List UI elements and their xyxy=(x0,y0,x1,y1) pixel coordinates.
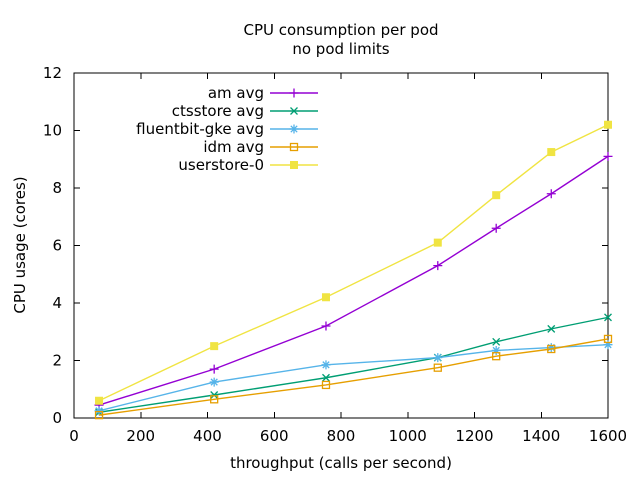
plot-border xyxy=(73,72,609,419)
open-square-marker-icon-legend xyxy=(289,142,299,152)
asterisk-marker-icon-legend xyxy=(289,124,299,134)
y-tick-label: 8 xyxy=(52,179,62,197)
asterisk-marker-icon-fluentbit-gke-avg xyxy=(94,406,104,416)
x-axis-label: throughput (calls per second) xyxy=(230,454,452,472)
series-am-avg xyxy=(94,151,613,410)
open-square-marker-icon-idm-avg xyxy=(603,334,613,344)
asterisk-marker-icon-fluentbit-gke-avg xyxy=(433,353,443,363)
series-userstore-0 xyxy=(95,120,612,405)
asterisk-marker-icon-fluentbit-gke-avg xyxy=(209,377,219,387)
asterisk-marker-icon-fluentbit-gke-avg xyxy=(603,340,613,350)
legend-row-4: idm avg xyxy=(203,138,318,156)
legend-label: ctsstore avg xyxy=(172,102,264,120)
x-marker-icon-legend xyxy=(290,107,298,115)
x-tick-label: 600 xyxy=(260,427,289,445)
legend-label: fluentbit-gke avg xyxy=(136,120,264,138)
x-tick-label: 800 xyxy=(327,427,356,445)
x-tick-label: 400 xyxy=(193,427,222,445)
asterisk-marker-icon-fluentbit-gke-avg xyxy=(546,343,556,353)
legend-row-2: ctsstore avg xyxy=(172,102,318,120)
x-marker-icon-ctsstore-avg xyxy=(547,324,556,333)
x-tick-label: 0 xyxy=(69,427,79,445)
chart-title: CPU consumption per pod xyxy=(243,21,438,39)
series-line-idm-avg xyxy=(98,338,609,416)
filled-square-marker-icon-legend xyxy=(290,161,298,169)
x-marker-icon-ctsstore-avg xyxy=(322,373,330,382)
series-idm-avg xyxy=(94,334,613,420)
asterisk-marker-icon-fluentbit-gke-avg xyxy=(491,345,501,355)
legend-row-5: userstore-0 xyxy=(178,156,318,174)
x-tick-label: 1200 xyxy=(455,427,493,445)
y-axis-label: CPU usage (cores) xyxy=(11,176,29,313)
legend-label: idm avg xyxy=(203,138,264,156)
y-tick-label: 2 xyxy=(52,352,62,370)
plus-marker-icon-am-avg xyxy=(321,321,331,331)
y-tick-label: 4 xyxy=(52,294,62,312)
asterisk-marker-icon-fluentbit-gke-avg xyxy=(321,360,331,370)
x-tick-label: 1000 xyxy=(389,427,427,445)
plus-marker-icon-am-avg xyxy=(603,151,613,161)
filled-square-marker-icon-userstore-0 xyxy=(433,238,442,247)
filled-square-marker-icon-userstore-0 xyxy=(547,148,556,157)
plus-marker-icon-am-avg xyxy=(491,223,501,233)
series-fluentbit-gke-avg xyxy=(94,340,613,416)
y-tick-label: 0 xyxy=(52,409,62,427)
legend-label: am avg xyxy=(208,84,264,102)
filled-square-marker-icon-userstore-0 xyxy=(492,191,501,200)
x-marker-icon-ctsstore-avg xyxy=(604,313,612,322)
legend-label: userstore-0 xyxy=(178,156,264,174)
y-tick-label: 10 xyxy=(43,122,62,140)
plus-marker-icon-am-avg xyxy=(433,261,443,271)
filled-square-marker-icon-userstore-0 xyxy=(604,120,612,129)
legend-row-1: am avg xyxy=(208,84,318,102)
filled-square-marker-icon-userstore-0 xyxy=(321,293,330,302)
open-square-marker-icon-idm-avg xyxy=(547,344,556,354)
chart-subtitle: no pod limits xyxy=(292,40,389,58)
x-marker-icon-ctsstore-avg xyxy=(210,391,219,399)
x-tick-label: 200 xyxy=(126,427,155,445)
x-marker-icon-ctsstore-avg xyxy=(492,337,501,346)
open-square-marker-icon-idm-avg xyxy=(433,363,442,372)
open-square-marker-icon-idm-avg xyxy=(94,410,104,420)
y-tick-label: 12 xyxy=(43,64,62,82)
open-square-marker-icon-idm-avg xyxy=(321,380,331,390)
filled-square-marker-icon-userstore-0 xyxy=(210,342,219,351)
plus-marker-icon-legend xyxy=(289,88,299,98)
plus-marker-icon-am-avg xyxy=(546,189,556,199)
open-square-marker-icon-idm-avg xyxy=(492,352,501,361)
open-square-marker-icon-idm-avg xyxy=(210,395,219,404)
y-tick-label: 6 xyxy=(52,237,62,255)
x-tick-label: 1400 xyxy=(522,427,560,445)
legend-row-3: fluentbit-gke avg xyxy=(136,120,318,138)
filled-square-marker-icon-userstore-0 xyxy=(95,396,104,405)
x-tick-label: 1600 xyxy=(589,427,627,445)
plus-marker-icon-am-avg xyxy=(209,364,219,374)
